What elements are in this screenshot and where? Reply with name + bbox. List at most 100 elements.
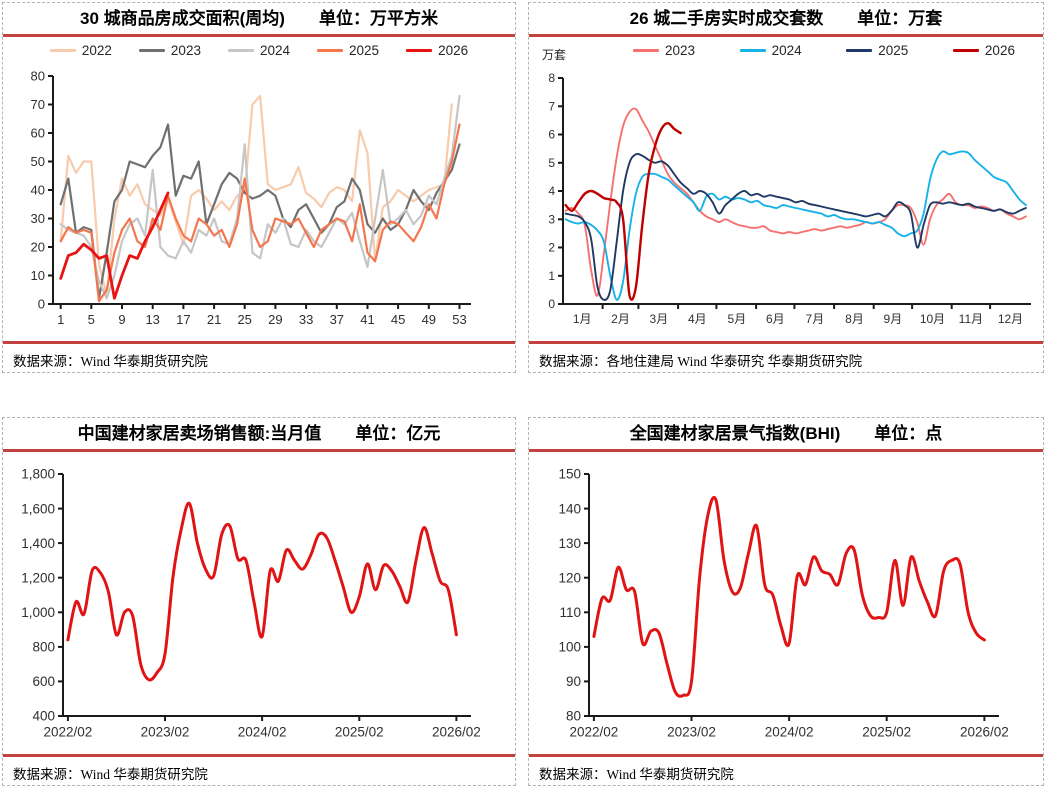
- axes: [48, 75, 471, 309]
- svg-text:30: 30: [31, 211, 45, 226]
- svg-text:9: 9: [118, 312, 125, 327]
- axes: [558, 77, 1031, 309]
- svg-text:3月: 3月: [650, 312, 669, 326]
- series-line-2024: [59, 94, 461, 300]
- svg-text:140: 140: [558, 501, 581, 516]
- chart-canvas-30city: 0 10 20 30 40 50 60 70 80 1 5 9 13 17 21 25 29 33 37 41 45 49…: [31, 69, 471, 327]
- chart-canvas-26city: 0 1 2 3 4 5 6 7 8 1月 2月 3月 4月 5月 6月 7月 8月 9月 10月 11月 12月: [548, 71, 1031, 326]
- svg-text:5: 5: [548, 156, 555, 170]
- svg-text:60: 60: [31, 126, 45, 141]
- svg-text:13: 13: [145, 312, 159, 327]
- svg-text:800: 800: [32, 640, 55, 655]
- svg-text:1月: 1月: [573, 312, 592, 326]
- axes: [584, 473, 999, 721]
- chart-area: 400 600 800 1,000 1,200 1,400 1,600 1,800 2022/0…: [3, 458, 515, 763]
- legend-swatch: [317, 49, 344, 52]
- chart-title: 中国建材家居卖场销售额:当月值 单位：亿元: [3, 418, 515, 452]
- legend-item-2024: 2024: [739, 43, 802, 58]
- svg-text:29: 29: [268, 312, 282, 327]
- svg-text:20: 20: [31, 240, 45, 255]
- legend-item-2025: 2025: [317, 43, 379, 58]
- chart-canvas-bhi: 80 90 100 110 120 130 140 150 2022/02 2023/02 2024…: [558, 467, 1009, 740]
- svg-text:5: 5: [88, 312, 95, 327]
- series-line-2025: [59, 123, 461, 303]
- legend-item-2022: 2022: [49, 43, 112, 58]
- svg-text:8月: 8月: [845, 312, 864, 326]
- svg-text:41: 41: [360, 312, 374, 327]
- data-source: 数据来源：Wind 华泰期货研究院: [3, 754, 515, 785]
- svg-text:2025/02: 2025/02: [335, 725, 384, 740]
- y-axis-unit-label: 万套: [542, 48, 567, 62]
- svg-text:11月: 11月: [959, 312, 983, 326]
- legend-item-2026: 2026: [406, 43, 468, 58]
- svg-text:2022/02: 2022/02: [43, 725, 92, 740]
- legend-swatch: [633, 49, 659, 52]
- svg-text:2025/02: 2025/02: [862, 725, 911, 740]
- chart-title: 26 城二手房实时成交套数 单位：万套: [529, 3, 1043, 37]
- series-line-BHI: [592, 495, 986, 698]
- series-line-2023: [564, 107, 1027, 297]
- svg-text:1: 1: [548, 269, 555, 283]
- svg-text:4: 4: [548, 184, 555, 198]
- svg-text:2022/02: 2022/02: [569, 725, 618, 740]
- panel-26city-secondhand: 26 城二手房实时成交套数 单位：万套 2023 2024 2025 2026 万套 …: [528, 2, 1044, 373]
- svg-text:3: 3: [548, 213, 555, 227]
- svg-text:150: 150: [558, 467, 581, 482]
- svg-text:90: 90: [566, 674, 581, 689]
- data-source: 数据来源：Wind 华泰期货研究院: [529, 754, 1043, 785]
- svg-text:70: 70: [31, 97, 45, 112]
- series-line-2023: [59, 123, 461, 300]
- svg-text:1: 1: [57, 312, 64, 327]
- legend-item-2026: 2026: [952, 43, 1015, 58]
- svg-text:17: 17: [176, 312, 190, 327]
- svg-text:8: 8: [548, 71, 555, 85]
- svg-text:49: 49: [422, 312, 436, 327]
- legend-swatch: [406, 49, 433, 52]
- legend: 2023 2024 2025 2026: [529, 37, 1043, 64]
- axes: [58, 473, 471, 721]
- series-line-2024: [564, 150, 1027, 301]
- legend-swatch: [952, 49, 979, 52]
- legend-label: 2026: [438, 43, 469, 58]
- svg-text:2026/02: 2026/02: [960, 725, 1009, 740]
- svg-text:33: 33: [299, 312, 313, 327]
- data-source: 数据来源：Wind 华泰期货研究院: [3, 341, 515, 372]
- svg-text:10月: 10月: [920, 312, 945, 326]
- chart-area: 万套 0 1 2 3 4 5 6 7 8 1月 2月 3月 4月 5月 6月 7月 8月 9月 10月 11月 12月: [529, 48, 1043, 347]
- svg-text:110: 110: [559, 605, 581, 620]
- svg-text:7月: 7月: [806, 312, 825, 326]
- legend-item-2024: 2024: [227, 43, 290, 58]
- svg-text:0: 0: [38, 297, 45, 312]
- svg-text:6: 6: [548, 128, 555, 142]
- legend-swatch: [49, 49, 76, 52]
- svg-text:2023/02: 2023/02: [667, 725, 716, 740]
- legend-swatch: [227, 49, 254, 52]
- legend-label: 2024: [771, 43, 802, 58]
- svg-text:120: 120: [558, 570, 581, 585]
- legend-swatch: [739, 49, 766, 52]
- svg-text:80: 80: [31, 69, 45, 84]
- svg-text:2月: 2月: [611, 312, 630, 326]
- legend-swatch: [846, 49, 873, 52]
- panel-building-materials-sales: 中国建材家居卖场销售额:当月值 单位：亿元 400 600 800 1,000 1,20…: [2, 417, 516, 786]
- legend-swatch: [138, 49, 165, 52]
- chart-area: 0 10 20 30 40 50 60 70 80 1 5 9 13 17 21 25 29 33 37 41 45 49…: [3, 64, 515, 347]
- svg-text:1,000: 1,000: [21, 605, 55, 620]
- legend-label: 2023: [170, 43, 201, 58]
- tick-labels: 0 10 20 30 40 50 60 70 80 1 5 9 13 17 21 25 29 33 37 41 45 49…: [31, 69, 467, 327]
- tick-labels: 400 600 800 1,000 1,200 1,400 1,600 1,800 2022/0…: [21, 467, 481, 740]
- tick-labels: 0 1 2 3 4 5 6 7 8 1月 2月 3月 4月 5月 6月 7月 8月 9月 10月 11月 12月: [548, 71, 1023, 326]
- svg-text:7: 7: [548, 100, 555, 114]
- svg-text:400: 400: [32, 709, 55, 724]
- chart-title: 30 城商品房成交面积(周均) 单位：万平方米: [3, 3, 515, 37]
- legend-label: 2022: [81, 43, 112, 58]
- svg-text:37: 37: [330, 312, 344, 327]
- panel-bhi-index: 全国建材家居景气指数(BHI) 单位：点 80 90 100 110 120 130 140…: [528, 417, 1044, 786]
- svg-text:2024/02: 2024/02: [238, 725, 287, 740]
- svg-text:12月: 12月: [998, 312, 1023, 326]
- svg-text:9月: 9月: [884, 312, 903, 326]
- series-line-销售额当月值: [66, 501, 458, 682]
- panel-30city-sales-area: 30 城商品房成交面积(周均) 单位：万平方米 2022 2023 2024 2025…: [2, 2, 516, 373]
- svg-text:2026/02: 2026/02: [432, 725, 481, 740]
